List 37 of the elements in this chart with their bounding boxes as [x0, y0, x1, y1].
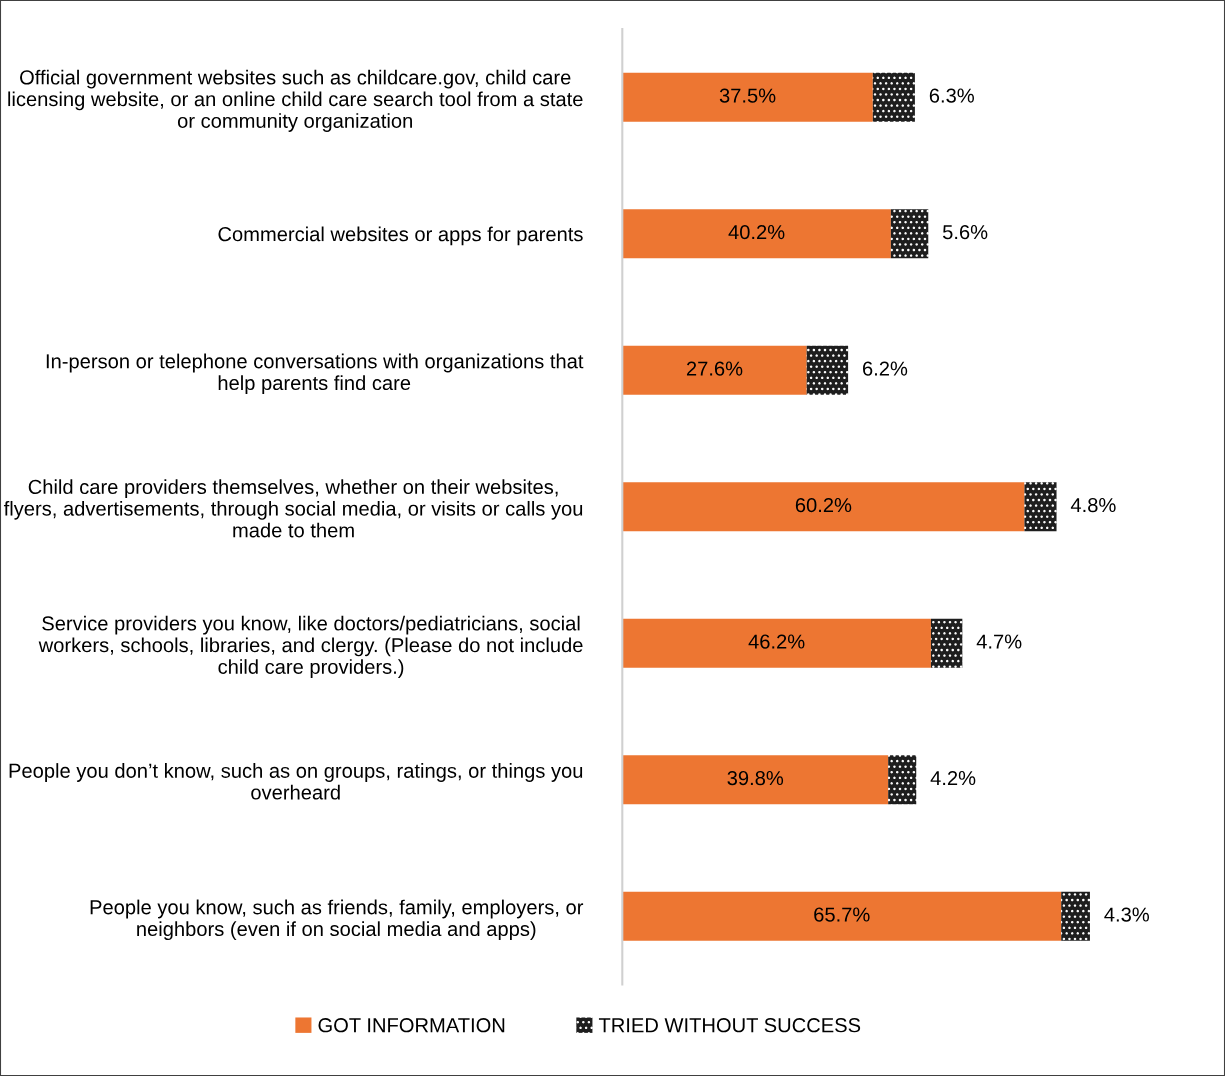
- data-label: 4.8%: [1070, 497, 1116, 513]
- data-label: 40.2%: [728, 224, 785, 240]
- legend-label: GOT INFORMATION: [318, 1018, 505, 1033]
- y-tick-label: Child care providers themselves, whether on their websites, flyers, advertisements, through social media, or visits or calls you made to them: [3, 479, 583, 538]
- y-tick-label: People you know, such as friends, family, employers, or neighbors (even if on social media and apps): [90, 899, 584, 941]
- data-label: 6.3%: [929, 88, 974, 103]
- data-label: 4.3%: [1104, 907, 1150, 922]
- bar: [622, 482, 1025, 532]
- bar: [872, 72, 915, 122]
- data-label: 6.2%: [863, 361, 908, 376]
- data-label: 27.6%: [686, 361, 743, 376]
- bar: [622, 618, 931, 668]
- bar: [806, 345, 849, 395]
- data-label: 39.8%: [727, 770, 784, 786]
- bar: [622, 345, 807, 395]
- bar: [1024, 482, 1057, 532]
- data-label: 60.2%: [795, 497, 852, 513]
- y-tick-label: Commercial websites or apps for parents: [218, 226, 583, 246]
- data-label: 5.6%: [942, 224, 988, 240]
- bar: [890, 209, 929, 259]
- bar: [622, 755, 889, 805]
- legend-label: TRIED WITHOUT SUCCESS: [598, 1018, 861, 1033]
- data-label: 46.2%: [748, 634, 805, 649]
- bar: [622, 891, 1062, 941]
- data-label: 65.7%: [814, 907, 870, 922]
- data-label: 37.5%: [719, 88, 776, 103]
- y-tick-label: In-person or telephone conversations with organizations that help parents find care: [46, 353, 584, 395]
- bar: [930, 618, 963, 668]
- data-label: 4.7%: [976, 634, 1022, 649]
- y-tick-label: Official government websites such as childcare.gov, child care licensing website, or an online child care search tool from a state or community organization: [8, 69, 583, 132]
- data-label: 4.2%: [930, 770, 976, 786]
- bar: [888, 755, 917, 805]
- bar: [622, 209, 891, 259]
- bar: [622, 72, 873, 122]
- y-tick-label: Service providers you know, like doctors/pediatricians, social workers, schools, libraries, and clergy. (Please do not include child care providers.): [38, 615, 583, 678]
- y-tick-label: People you don’t know, such as on groups, ratings, or things you overheard: [9, 763, 583, 800]
- bar: [1061, 891, 1090, 941]
